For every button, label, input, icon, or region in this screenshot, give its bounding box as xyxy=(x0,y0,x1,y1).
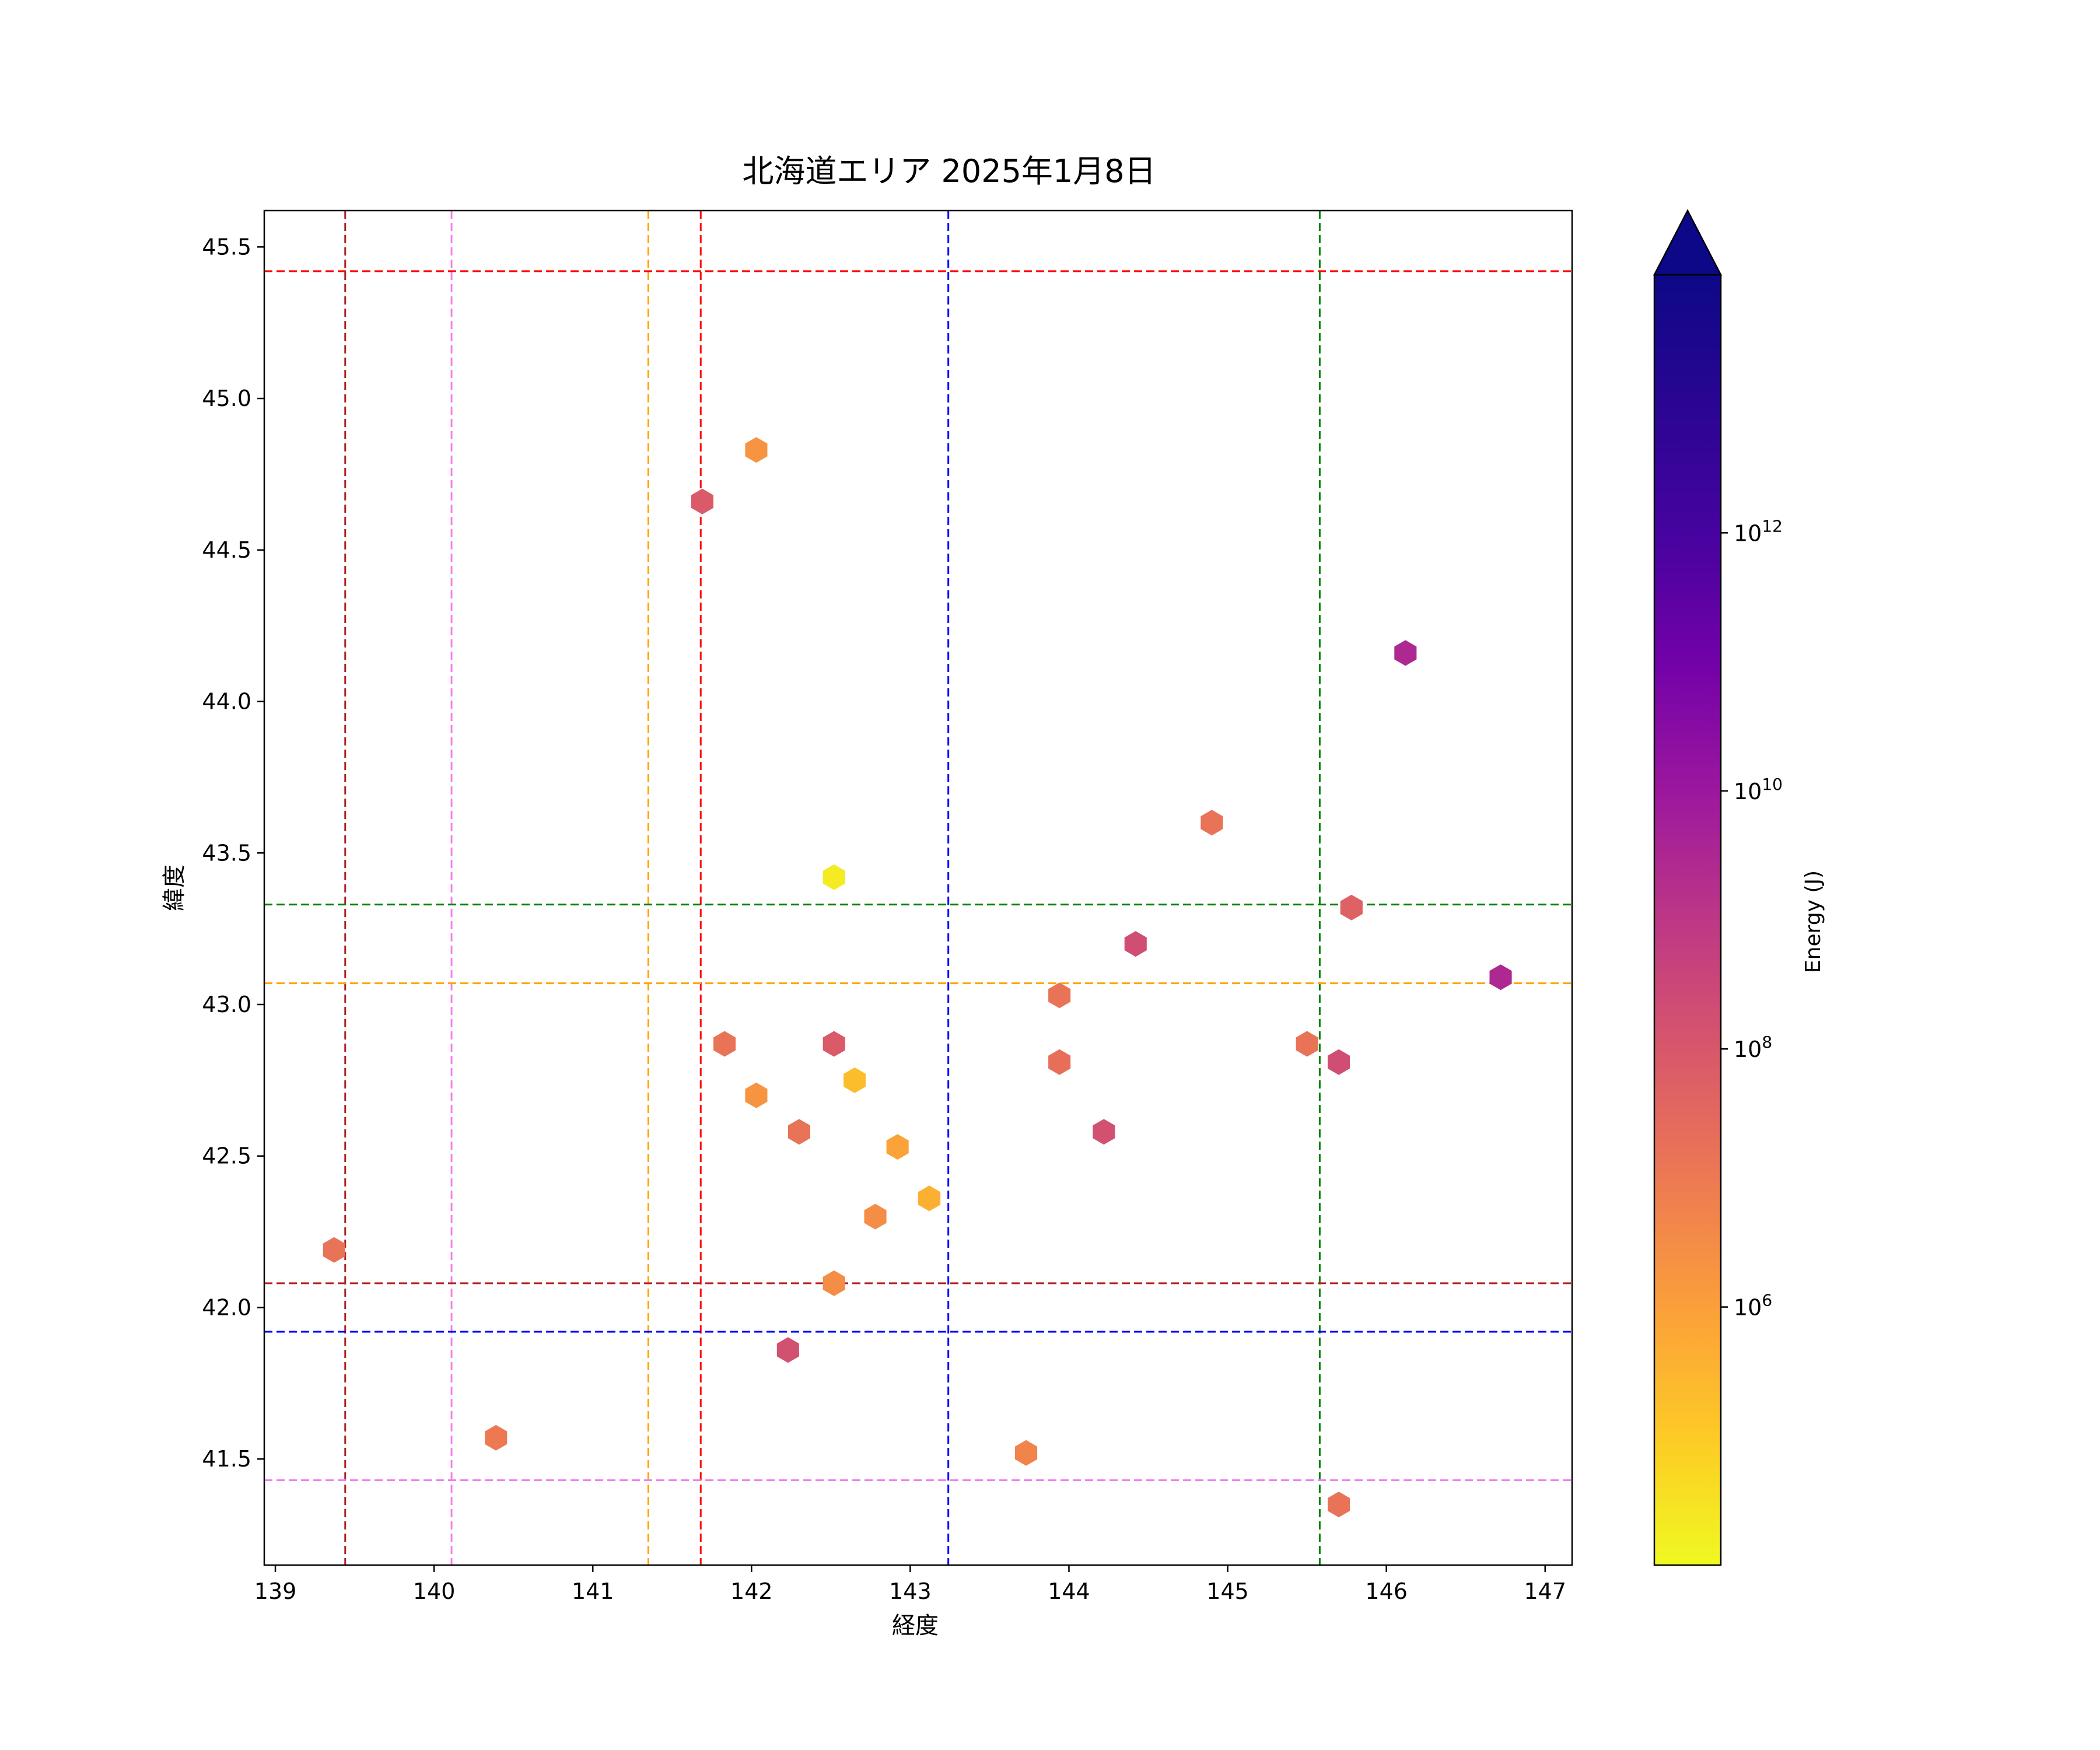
x-tick-label: 146 xyxy=(1365,1578,1408,1604)
hexbin-point xyxy=(1048,982,1071,1009)
hexbin-point xyxy=(822,864,845,890)
x-tick-label: 141 xyxy=(572,1578,614,1604)
colorbar-tick-label: 1010 xyxy=(1734,775,1783,804)
y-tick-label: 45.0 xyxy=(202,386,251,411)
hexbin-point xyxy=(1093,1119,1115,1145)
y-tick-label: 44.0 xyxy=(202,689,251,715)
y-tick-label: 42.5 xyxy=(202,1143,251,1169)
y-axis-label: 緯度 xyxy=(161,864,188,911)
hexbin-point xyxy=(745,1082,768,1108)
hexbin-point xyxy=(822,1031,845,1057)
hexbin-point xyxy=(1340,894,1363,921)
hexbin-point xyxy=(776,1337,799,1363)
hexbin-point xyxy=(1489,964,1512,991)
chart-title: 北海道エリア 2025年1月8日 xyxy=(742,153,1156,190)
y-axis: 41.5 42.0 42.5 43.0 43.5 44.0 44.5 45.0 45.5 xyxy=(202,234,264,1472)
hexbin-point xyxy=(745,437,768,463)
colorbar-tick-label: 1012 xyxy=(1734,516,1783,546)
colorbar-tick-label: 108 xyxy=(1734,1032,1772,1062)
x-tick-label: 142 xyxy=(730,1578,773,1604)
hexbin-point xyxy=(691,488,713,514)
hexbin-point xyxy=(1328,1049,1350,1075)
y-tick-label: 45.5 xyxy=(202,234,251,260)
y-tick-label: 44.5 xyxy=(202,537,251,563)
colorbar-gradient xyxy=(1653,274,1722,1566)
hexbin-point xyxy=(844,1067,866,1093)
y-tick-label: 42.0 xyxy=(202,1294,251,1320)
hexbin-point xyxy=(886,1134,909,1160)
hexbin-point xyxy=(1394,640,1417,666)
y-tick-label: 43.5 xyxy=(202,840,251,866)
x-tick-label: 147 xyxy=(1524,1578,1566,1604)
hexbin-point xyxy=(713,1031,736,1057)
colorbar: 106 108 1010 1012 Energy (J) xyxy=(1653,209,1825,1566)
x-tick-label: 140 xyxy=(413,1578,456,1604)
hexbin-point xyxy=(1200,810,1223,836)
x-tick-label: 144 xyxy=(1048,1578,1090,1604)
hexbin-point xyxy=(323,1237,345,1263)
hexbin-point xyxy=(864,1203,887,1230)
y-tick-label: 43.0 xyxy=(202,992,251,1017)
hexbin-point xyxy=(1015,1440,1038,1466)
hexbin-point xyxy=(1296,1031,1318,1057)
x-axis-label: 経度 xyxy=(892,1612,939,1639)
colorbar-label: Energy (J) xyxy=(1801,870,1825,973)
hexbin-point xyxy=(822,1270,845,1296)
y-tick-label: 41.5 xyxy=(202,1446,251,1472)
hexbin-point xyxy=(485,1424,508,1451)
x-axis: 139 140 141 142 143 144 145 146 147 xyxy=(254,1565,1566,1604)
x-tick-label: 143 xyxy=(889,1578,932,1604)
colorbar-tick-label: 106 xyxy=(1734,1291,1772,1321)
hexbin-point xyxy=(918,1185,941,1212)
plot-frame xyxy=(263,209,1573,1566)
x-tick-label: 139 xyxy=(254,1578,297,1604)
colorbar-extend-arrow xyxy=(1653,209,1723,276)
hexbin-point xyxy=(1048,1049,1071,1075)
hexbin-point xyxy=(1328,1492,1350,1518)
hexbin-point xyxy=(1124,931,1147,957)
x-tick-label: 145 xyxy=(1206,1578,1249,1604)
plot-area xyxy=(264,211,1572,1565)
hexbin-point xyxy=(788,1119,810,1145)
